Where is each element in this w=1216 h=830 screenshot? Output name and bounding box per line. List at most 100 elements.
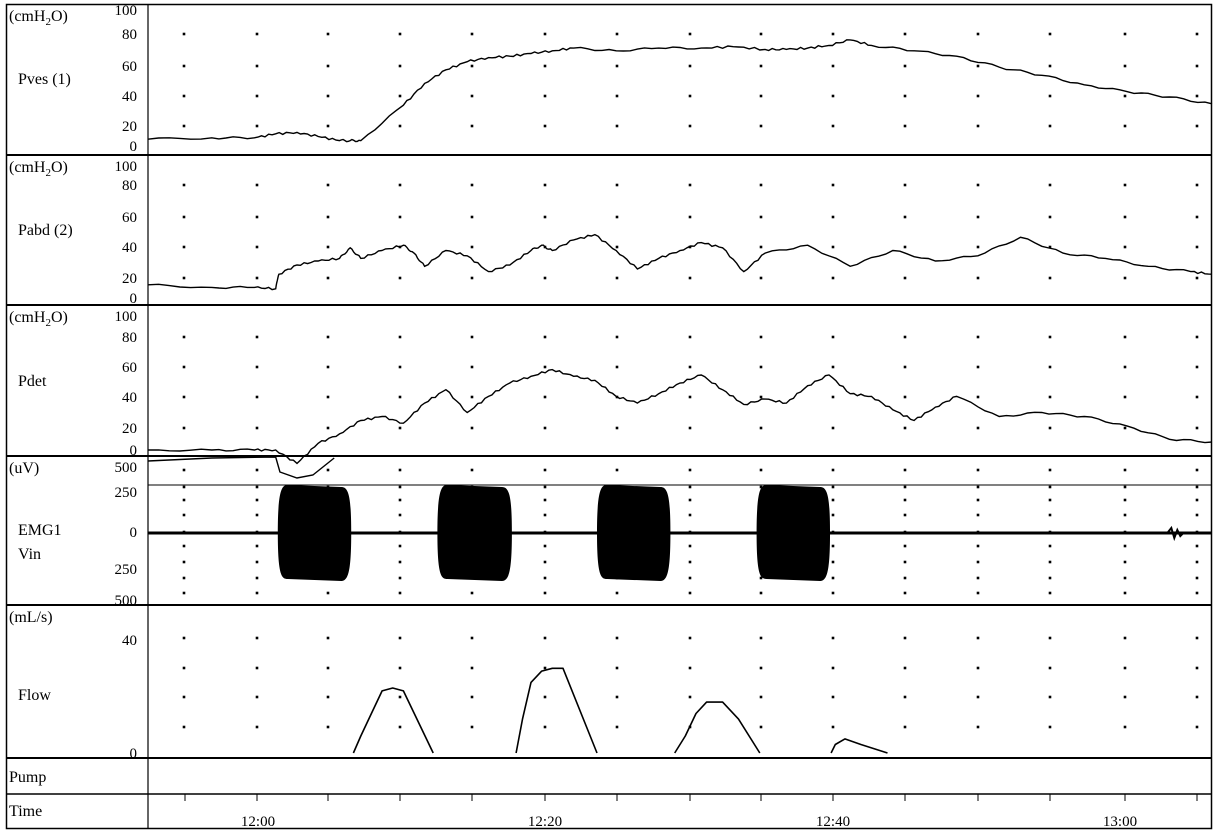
grid-dot	[759, 365, 763, 369]
y-tick-label: 40	[122, 390, 137, 406]
grid-dot	[1195, 335, 1199, 339]
grid-dot	[1048, 485, 1052, 489]
grid-dot	[470, 591, 474, 595]
grid-dot	[470, 365, 474, 369]
grid-dot	[470, 695, 474, 699]
grid-dot	[398, 365, 402, 369]
grid-dot	[1123, 544, 1127, 548]
time-tick-label: 12:00	[241, 814, 275, 830]
grid-dot	[182, 276, 186, 280]
grid-dot	[255, 335, 259, 339]
trace-pves	[147, 39, 1213, 143]
grid-dot	[831, 468, 835, 472]
unit-tail: O)	[51, 159, 68, 176]
grid-dot	[398, 544, 402, 548]
grid-dot	[976, 636, 980, 640]
y-tick-label: 0	[130, 746, 138, 762]
grid-dot	[688, 183, 692, 187]
unit-label-1: (cmH2O)	[9, 8, 68, 28]
grid-dot	[831, 695, 835, 699]
grid-dot	[1048, 215, 1052, 219]
grid-dot	[1048, 666, 1052, 670]
time-tick-label: 13:00	[1103, 814, 1137, 830]
grid-dot	[543, 183, 547, 187]
grid-dot	[543, 426, 547, 430]
grid-dot	[255, 395, 259, 399]
grid-dot	[326, 636, 330, 640]
y-tick-label: 40	[122, 633, 137, 649]
grid-dot	[470, 94, 474, 98]
grid-dot	[1048, 32, 1052, 36]
trace-pdet	[147, 368, 1213, 465]
grid-dot	[831, 183, 835, 187]
grid-dot	[1048, 335, 1052, 339]
grid-dot	[1048, 276, 1052, 280]
grid-dot	[543, 560, 547, 564]
emg-artifact	[1166, 525, 1185, 542]
grid-dot	[182, 695, 186, 699]
grid-dot	[543, 666, 547, 670]
grid-dot	[543, 335, 547, 339]
grid-dot	[182, 636, 186, 640]
grid-dot	[398, 276, 402, 280]
grid-dot	[688, 365, 692, 369]
grid-dot	[326, 124, 330, 128]
unit-label-2: (cmH2O)	[9, 159, 68, 179]
grid-dot	[1048, 725, 1052, 729]
grid-dot	[255, 64, 259, 68]
grid-dot	[1195, 395, 1199, 399]
channel-name-4: EMG1	[18, 522, 62, 539]
grid-dot	[1195, 124, 1199, 128]
grid-dot	[976, 395, 980, 399]
grid-dot	[1195, 94, 1199, 98]
grid-dot	[1195, 666, 1199, 670]
grid-dot	[398, 32, 402, 36]
grid-dot	[255, 276, 259, 280]
grid-dot	[831, 64, 835, 68]
grid-dot	[543, 576, 547, 580]
grid-dot	[1123, 94, 1127, 98]
grid-dot	[831, 94, 835, 98]
grid-dot	[470, 276, 474, 280]
grid-dot	[759, 426, 763, 430]
y-tick-label: 250	[115, 562, 138, 578]
channel-name-6: Pump	[9, 769, 46, 786]
grid-dot	[1048, 245, 1052, 249]
grid-dot	[470, 245, 474, 249]
grid-dot	[398, 666, 402, 670]
grid-dot	[615, 64, 619, 68]
grid-dot	[1123, 395, 1127, 399]
grid-dot	[903, 513, 907, 517]
grid-dot	[398, 94, 402, 98]
grid-dot	[688, 560, 692, 564]
grid-dot	[182, 544, 186, 548]
grid-dot	[326, 215, 330, 219]
grid-dot	[903, 695, 907, 699]
flow-segment-3	[674, 701, 761, 754]
grid-dot	[182, 335, 186, 339]
grid-dot	[759, 695, 763, 699]
y-tick-label: 250	[115, 485, 138, 501]
grid-dot	[543, 32, 547, 36]
grid-dot	[1048, 695, 1052, 699]
emg-burst-3	[597, 485, 671, 581]
grid-dot	[831, 276, 835, 280]
grid-dot	[976, 513, 980, 517]
grid-dot	[688, 695, 692, 699]
channel-name-2: Pabd (2)	[18, 222, 73, 239]
y-tick-label: 60	[122, 59, 137, 75]
grid-dot	[759, 245, 763, 249]
y-tick-label: 0	[130, 291, 138, 307]
channel-name-1: Pves (1)	[18, 71, 71, 88]
grid-dot	[903, 183, 907, 187]
grid-dot	[543, 544, 547, 548]
grid-dot	[759, 64, 763, 68]
grid-dot	[759, 468, 763, 472]
emg-burst-4	[756, 485, 831, 581]
grid-dot	[831, 485, 835, 489]
grid-dot	[398, 591, 402, 595]
grid-dot	[255, 560, 259, 564]
grid-dot	[976, 544, 980, 548]
grid-dot	[398, 498, 402, 502]
grid-dot	[255, 215, 259, 219]
